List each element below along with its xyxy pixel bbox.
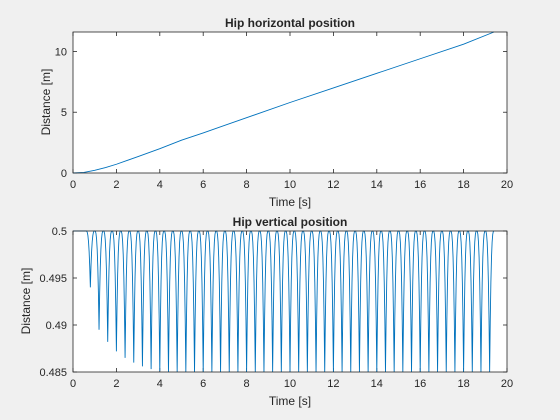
x-tick-label: 10 (284, 378, 296, 390)
axes-box (72, 31, 508, 174)
y-tick-label: 0.49 (46, 320, 67, 332)
x-tick-label: 0 (70, 179, 76, 191)
y-tick-label: 0.495 (39, 273, 67, 285)
x-tick-label: 20 (501, 378, 513, 390)
axes-box (72, 230, 508, 373)
x-tick-label: 10 (284, 179, 296, 191)
x-tick-label: 16 (414, 378, 426, 390)
y-axis-label: Distance [m] (39, 69, 53, 136)
x-tick-label: 8 (244, 378, 250, 390)
x-tick-label: 20 (501, 179, 513, 191)
x-tick-label: 14 (371, 179, 383, 191)
x-tick-label: 18 (457, 179, 469, 191)
y-tick-label: 0.5 (52, 226, 67, 238)
y-tick-label: 10 (55, 46, 67, 58)
x-tick-label: 18 (457, 378, 469, 390)
x-tick-label: 6 (200, 179, 206, 191)
x-tick-label: 14 (371, 378, 383, 390)
series-line (72, 31, 495, 174)
x-tick-label: 2 (113, 378, 119, 390)
chart-title: Hip vertical position (233, 215, 348, 229)
x-axis-label: Time [s] (269, 394, 311, 408)
x-tick-label: 4 (157, 179, 163, 191)
x-tick-label: 2 (113, 179, 119, 191)
tick-labels: 0 2 4 6 8 10 12 14 16 18 20 0 5 10 (55, 46, 513, 191)
y-tick-label: 0.485 (39, 367, 67, 379)
axes-vertical-position: 0 2 4 6 8 10 12 14 16 18 20 0.485 0.49 0.495 0.5 Hip v… (19, 215, 513, 408)
y-tick-label: 5 (61, 107, 67, 119)
chart-title: Hip horizontal position (225, 16, 355, 30)
x-tick-label: 4 (157, 378, 163, 390)
y-tick-label: 0 (61, 168, 67, 180)
x-tick-label: 12 (327, 378, 339, 390)
tick-labels: 0 2 4 6 8 10 12 14 16 18 20 0.485 0.49 0.495 0.5 (39, 226, 513, 390)
axes-horizontal-position: 0 2 4 6 8 10 12 14 16 18 20 0 5 10 Hip horizontal pos… (39, 16, 513, 209)
x-tick-label: 0 (70, 378, 76, 390)
series-line (73, 230, 495, 373)
x-tick-label: 16 (414, 179, 426, 191)
series-line-path (72, 31, 495, 174)
x-axis-label: Time [s] (269, 195, 311, 209)
series-line-path (73, 230, 495, 373)
x-tick-label: 8 (244, 179, 250, 191)
x-tick-label: 6 (200, 378, 206, 390)
y-axis-label: Distance [m] (19, 268, 33, 335)
x-tick-label: 12 (327, 179, 339, 191)
